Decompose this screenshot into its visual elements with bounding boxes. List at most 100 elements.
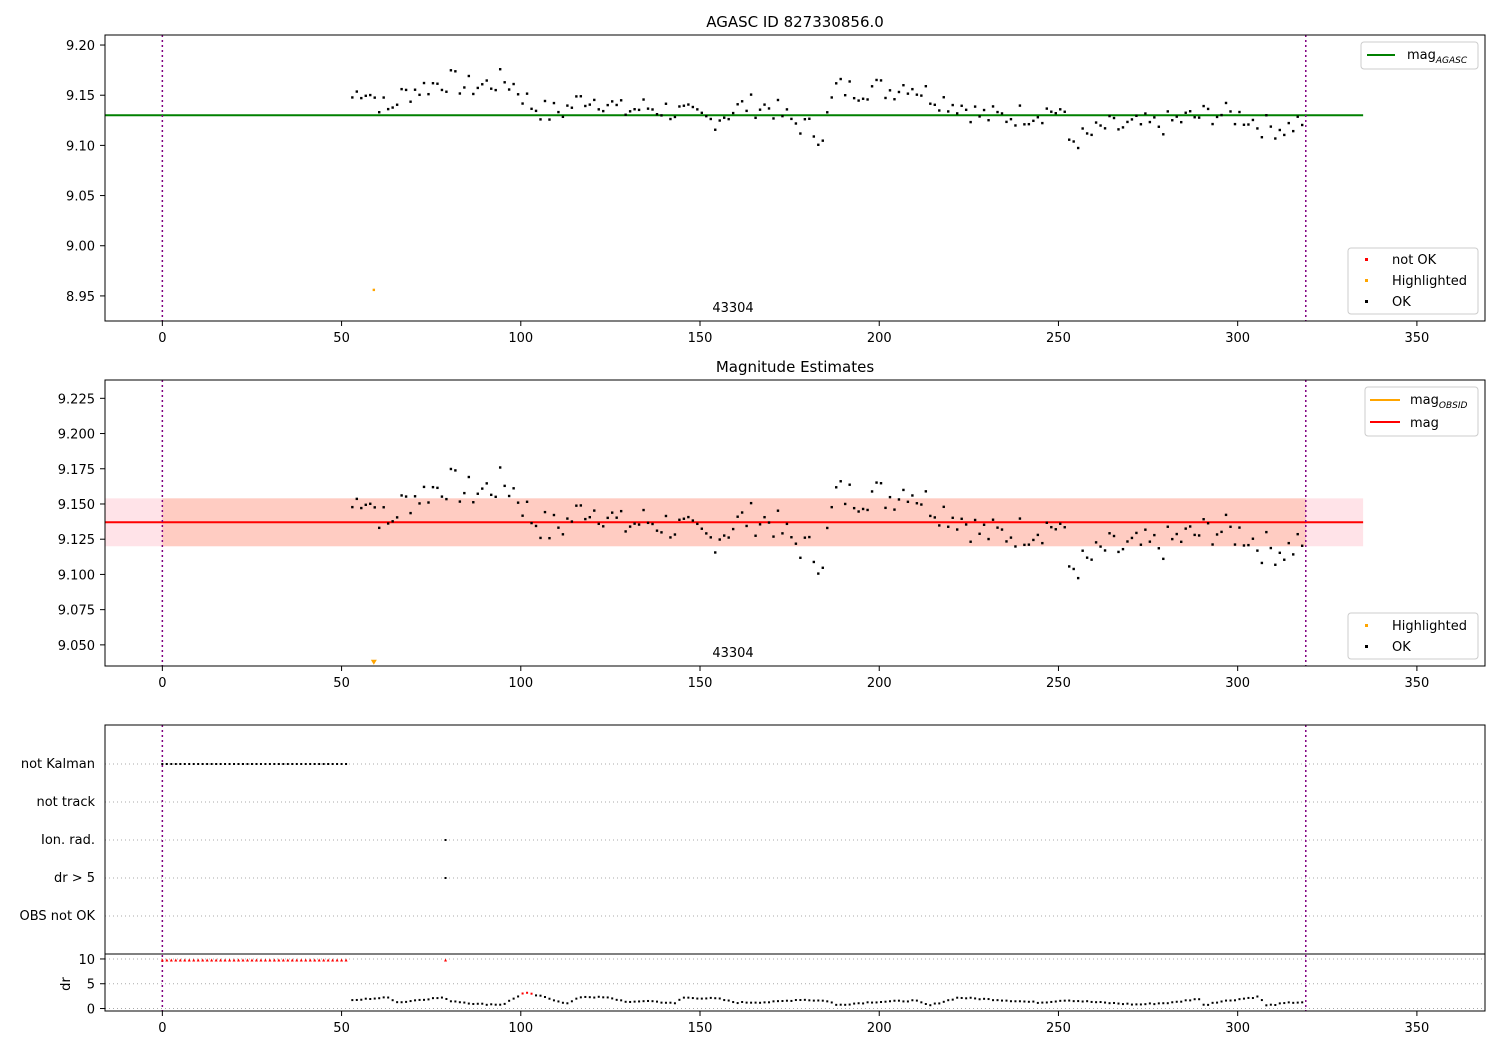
ok-point [534,109,538,113]
ok-point [1126,540,1129,543]
not-kalman-flag-point [224,763,227,765]
flag-label-not-track: not track [36,795,95,810]
ok-point [964,108,968,112]
ok-point [355,497,359,501]
dr-point [1045,1001,1048,1004]
ok-point [1162,133,1165,136]
dr-point [651,1000,654,1003]
ok-point [593,98,596,102]
not-kalman-flag-point [219,763,222,765]
panel-1-frame [104,34,1486,322]
dr-point [1135,1003,1138,1006]
dr-point [1130,1003,1133,1006]
ok-point [933,516,936,519]
dr-capped-point [313,958,317,962]
dr-point [440,996,443,999]
ok-point [373,96,376,99]
ok-point [812,560,816,564]
panel-1-obsid-label: 43304 [712,301,753,316]
ok-point [1180,120,1183,124]
ok-point [454,70,457,73]
dr-point [803,998,806,1001]
ion-rad-flag-point [444,839,447,841]
panel-1-xtick-label: 250 [1046,331,1071,346]
dr-capped-point [169,958,173,962]
ok-point [440,88,444,92]
ok-point [1094,541,1098,544]
ok-point [781,532,784,535]
ok-point [624,113,627,116]
ok-point [799,132,802,135]
dr-capped-point [232,958,236,962]
dr-point [727,999,730,1002]
ok-point [391,520,394,523]
dr-point [1251,997,1254,1000]
dr-point [871,1001,874,1004]
ok-point [422,485,426,489]
dr-ytick-label: 5 [87,978,95,993]
dr-point [1269,1003,1272,1006]
ok-point [924,490,928,493]
ok-point [619,99,623,102]
ok-point [431,82,435,85]
dr-capped-point [205,958,209,962]
dr-point [1139,1003,1142,1006]
dr-capped-point [214,958,218,962]
dr-point [1189,999,1192,1002]
ok-point [803,118,807,121]
ok-point [754,116,757,120]
ok-point [888,89,892,92]
dr-point [405,1000,408,1003]
ok-point [1229,525,1232,528]
ok-point [691,105,695,109]
legend-not-ok: not OK [1392,253,1437,268]
not-kalman-flag-point [331,763,334,765]
dr-point [1184,999,1187,1002]
ok-point [866,98,869,101]
panel-2-title: Magnitude Estimates [716,358,874,376]
ok-point [740,100,744,103]
dr-point [521,992,524,995]
dr-capped-point [187,958,191,962]
panel-1-xtick-label: 150 [688,331,713,346]
dr-point [647,999,650,1002]
dr-point [1216,1001,1219,1004]
dr-capped-point [183,958,187,962]
ok-point [920,503,923,506]
dr-point [656,1000,658,1003]
dr-point [526,991,529,994]
not-kalman-flag-point [250,763,253,765]
ok-point [445,497,448,501]
dr-point [1108,1002,1111,1005]
ok-point [821,566,824,569]
ok-point [1260,136,1264,139]
panel-3-dr-frame [104,953,1486,1012]
ok-point [472,501,475,504]
panel-1-xtick-label: 50 [333,331,350,346]
dr-point [1027,1000,1030,1003]
not-kalman-flag-point [174,763,177,765]
dr-point [705,997,708,1000]
dr-point [436,997,439,1000]
flag-label-not-kalman: not Kalman [21,757,95,772]
dr-capped-point [192,958,196,962]
ok-point [812,135,816,138]
ok-point [1045,521,1049,524]
ok-point [911,87,914,91]
ok-point [687,103,690,106]
dr-point [396,1001,399,1004]
ok-point [897,498,901,501]
ok-point [790,536,793,539]
panel-2-xtick-label: 200 [867,676,892,691]
ok-point [404,495,408,498]
highlighted-marker [370,659,377,665]
ok-point [803,536,807,539]
ok-point [1032,538,1035,542]
ok-point [1300,123,1304,127]
dr-point [566,1002,569,1005]
dr-point [584,995,587,998]
dr-point [548,997,551,1000]
ok-point [1175,532,1178,536]
dr-point [409,1000,412,1003]
ok-point [660,531,663,534]
